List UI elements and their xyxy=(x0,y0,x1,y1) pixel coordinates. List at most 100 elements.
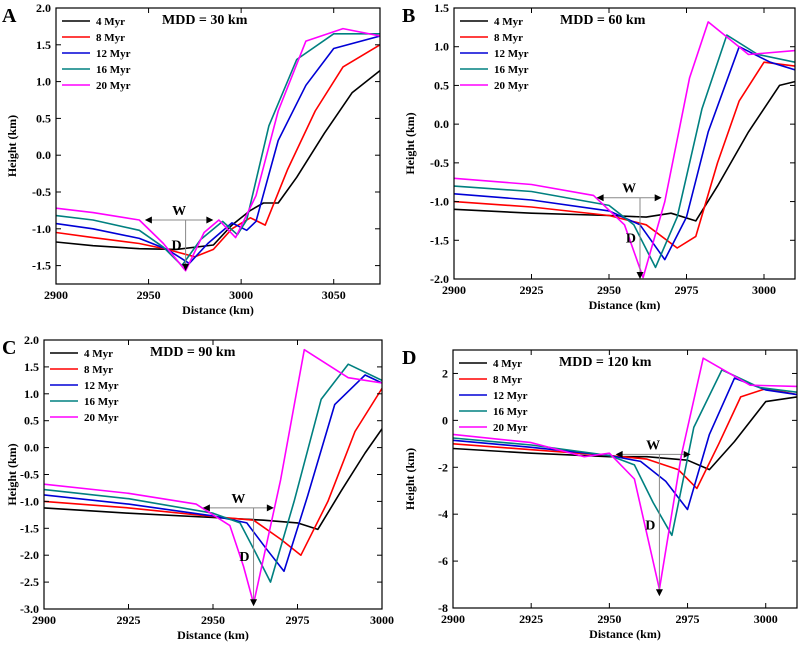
y-tick-label: -1.5 xyxy=(430,233,449,247)
y-tick-label: 1.0 xyxy=(36,75,51,89)
wd-annotation: WD xyxy=(615,438,691,597)
x-tick-label: 2950 xyxy=(597,612,621,626)
panel-d: 2900 2925 2950 2975 3000 -8 -6 -4 -2 0 2 Distance (… xyxy=(402,347,798,641)
legend-label: 20 Myr xyxy=(493,422,528,434)
y-tick-label: 2.0 xyxy=(36,1,51,15)
x-tick-label: 2950 xyxy=(597,283,621,297)
series-group xyxy=(453,357,797,590)
w-arrow-right xyxy=(206,216,214,224)
series-line-16-myr xyxy=(454,34,795,269)
w-arrow-right xyxy=(654,194,662,202)
x-tick-label: 3000 xyxy=(229,288,253,302)
y-tick-label: -2 xyxy=(438,460,448,474)
x-tick-label: 3000 xyxy=(754,612,778,626)
d-arrow xyxy=(250,599,258,607)
series-line-8-myr xyxy=(44,387,382,556)
w-label: W xyxy=(231,492,245,507)
series-line-4-myr xyxy=(454,80,795,222)
wd-annotation: WD xyxy=(144,204,214,271)
x-tick-label: 3000 xyxy=(370,613,394,627)
series-line-12-myr xyxy=(44,374,382,573)
w-arrow-left xyxy=(144,216,152,224)
series-line-16-myr xyxy=(44,363,382,583)
panel-letter: C xyxy=(2,337,16,359)
y-tick-label: -2.0 xyxy=(430,272,449,286)
legend-label: 4 Myr xyxy=(96,16,125,28)
legend-label: 12 Myr xyxy=(494,48,529,60)
series-line-16-myr xyxy=(453,369,797,537)
x-tick-label: 2900 xyxy=(442,283,466,297)
y-tick-label: -0.5 xyxy=(430,156,449,170)
w-label: W xyxy=(646,438,660,453)
y-tick-label: 0.0 xyxy=(24,441,39,455)
series-line-20-myr xyxy=(453,357,797,590)
y-axis-label: Height (km) xyxy=(403,112,417,174)
series-group xyxy=(56,27,380,272)
w-arrow-right xyxy=(683,450,691,458)
x-tick-label: 2900 xyxy=(32,613,56,627)
legend-label: 8 Myr xyxy=(96,32,125,44)
legend: 4 Myr 8 Myr 12 Myr 16 Myr 20 Myr xyxy=(50,348,119,424)
d-label: D xyxy=(239,550,249,565)
series-line-20-myr xyxy=(56,27,380,272)
legend-label: 4 Myr xyxy=(494,16,523,28)
y-tick-label: -1.0 xyxy=(32,222,51,236)
x-tick-label: 2925 xyxy=(117,613,141,627)
w-arrow-right xyxy=(266,504,274,512)
y-axis-label: Height (km) xyxy=(5,115,19,177)
w-arrow-left xyxy=(615,450,623,458)
d-label: D xyxy=(171,238,181,253)
chart-title: MDD = 60 km xyxy=(560,13,646,28)
y-tick-label: -1.0 xyxy=(430,195,449,209)
panel-letter: B xyxy=(402,5,415,27)
d-arrow xyxy=(655,589,663,597)
legend-label: 16 Myr xyxy=(493,406,528,418)
wd-annotation: WD xyxy=(596,182,662,279)
panel-b: 2900 2925 2950 2975 3000 -2.0 -1.5 -1.0 -0.5 0.0 0… xyxy=(402,1,796,312)
series-group xyxy=(454,21,795,279)
legend-label: 12 Myr xyxy=(96,48,131,60)
x-tick-label: 2950 xyxy=(201,613,225,627)
plot-frame xyxy=(452,349,798,609)
x-tick-label: 2975 xyxy=(676,612,700,626)
x-tick-label: 2925 xyxy=(519,612,543,626)
series-line-12-myr xyxy=(454,45,795,261)
y-tick-label: 1.0 xyxy=(24,387,39,401)
w-label: W xyxy=(622,182,636,197)
y-tick-label: -1.0 xyxy=(20,494,39,508)
x-axis-label: Distance (km) xyxy=(589,298,661,312)
y-axis-label: Height (km) xyxy=(403,448,417,510)
d-arrow xyxy=(636,272,644,279)
w-arrow-left xyxy=(202,504,210,512)
y-tick-label: 0.5 xyxy=(36,111,51,125)
y-tick-label: -4 xyxy=(438,507,448,521)
x-tick-label: 2950 xyxy=(137,288,161,302)
panel-letter: A xyxy=(2,5,17,27)
series-line-8-myr xyxy=(454,61,795,249)
x-axis-label: Distance (km) xyxy=(182,303,254,317)
x-tick-label: 2900 xyxy=(441,612,465,626)
x-tick-label: 2975 xyxy=(286,613,310,627)
y-tick-label: 2.0 xyxy=(24,333,39,347)
legend: 4 Myr 8 Myr 12 Myr 16 Myr 20 Myr xyxy=(62,16,131,92)
y-tick-label: -2.5 xyxy=(20,575,39,589)
series-line-16-myr xyxy=(56,33,380,267)
legend: 4 Myr 8 Myr 12 Myr 16 Myr 20 Myr xyxy=(460,16,529,92)
y-tick-label: 0.5 xyxy=(434,78,449,92)
series-line-12-myr xyxy=(453,377,797,511)
plot-frame xyxy=(55,7,381,285)
series-group xyxy=(44,348,382,605)
legend-label: 20 Myr xyxy=(96,80,131,92)
w-arrow-left xyxy=(596,194,604,202)
panel-letter: D xyxy=(402,347,416,369)
y-tick-label: -6 xyxy=(438,554,448,568)
y-tick-label: 0.0 xyxy=(36,148,51,162)
legend-label: 12 Myr xyxy=(493,390,528,402)
y-tick-label: 1.5 xyxy=(24,360,39,374)
plot-frame xyxy=(453,7,796,280)
y-tick-label: -3.0 xyxy=(20,602,39,616)
y-tick-label: -8 xyxy=(438,601,448,615)
y-tick-label: 0.0 xyxy=(434,117,449,131)
